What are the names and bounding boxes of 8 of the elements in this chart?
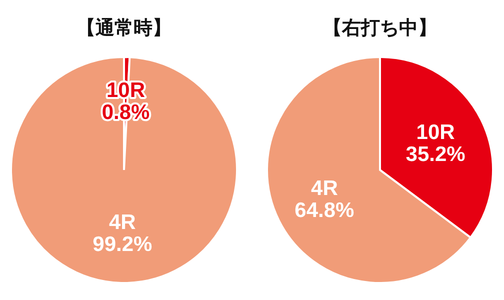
slice-label: 4R: [109, 211, 136, 234]
data-label: 99.2%: [92, 233, 153, 256]
chart-title: 【通常時】: [76, 17, 172, 39]
chart-title: 【右打ち中】: [323, 17, 437, 39]
data-label: 64.8%: [294, 198, 355, 222]
slice-label: 10R: [416, 121, 455, 144]
slice-label: 4R: [311, 176, 338, 200]
data-label: 35.2%: [406, 143, 466, 166]
